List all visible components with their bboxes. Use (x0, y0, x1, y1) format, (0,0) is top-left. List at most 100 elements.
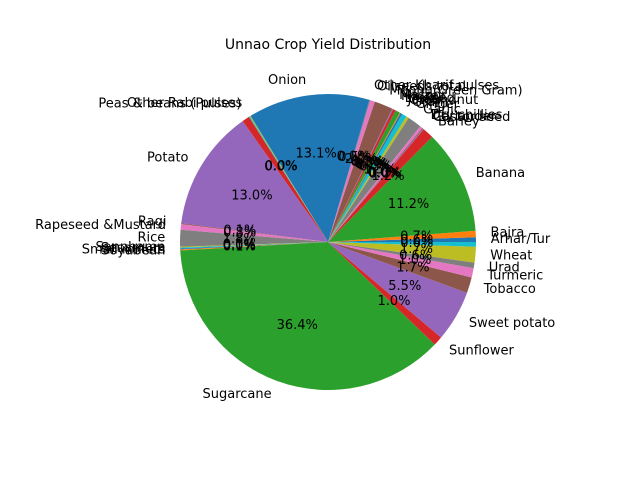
percent-label-rapeseed-mustard-24: 0.8% (223, 225, 256, 240)
category-label-rice: Rice (137, 230, 165, 245)
slice-sunflower-31 (328, 242, 442, 345)
percent-label-garlic-7: 1.5% (363, 162, 396, 177)
category-label-peas-beans-pulses: Peas & beans (Pulses) (98, 97, 241, 112)
percent-label-moong-green-gram-15: 2.0% (345, 152, 378, 167)
category-label-linseed: Linseed (405, 91, 455, 106)
slice-groundnut-10 (328, 113, 403, 242)
slice-gram-9 (328, 113, 407, 242)
slice-garlic-7 (328, 117, 421, 242)
percent-label-groundnut-10: 0.2% (356, 157, 389, 172)
slice-ragi-23 (181, 223, 328, 242)
category-label-banana: Banana (476, 166, 525, 181)
percent-label-sunflower-31: 1.0% (377, 294, 410, 309)
category-label-onion: Onion (268, 73, 306, 88)
percent-label-ragi-23: 0.1% (223, 223, 256, 238)
category-label-moong-green-gram: Moong(Green Gram) (389, 84, 522, 99)
slice-peas-beans-pulses-20 (248, 116, 328, 242)
category-label-garlic: Garlic (423, 102, 461, 117)
category-label-ragi: Ragi (138, 214, 167, 229)
slice-urad-35 (328, 242, 475, 269)
slice-rapeseed-mustard-24 (180, 224, 328, 242)
category-label-maize: Maize (401, 89, 439, 104)
slice-other-rabi-pulses-19 (249, 115, 328, 242)
slice-small-millets-28 (180, 242, 328, 250)
percent-label-wheat-36: 1.7% (400, 242, 433, 257)
slice-turmeric-34 (328, 242, 474, 278)
percent-label-sesamum-27: 0.0% (223, 238, 256, 253)
percent-label-ginger-8: 0.3% (359, 160, 392, 175)
slice-bajra-1 (328, 230, 476, 242)
category-label-soyabean: Soyabean (101, 243, 165, 258)
percent-label-sannhamp-26: 0.1% (223, 238, 256, 253)
percent-label-sugarcane-30: 36.4% (277, 318, 318, 333)
category-label-small-millets: Small millets (82, 242, 166, 257)
category-label-coriander: Coriander (432, 109, 496, 124)
category-label-bajra: Bajra (491, 226, 525, 241)
percent-label-arhar-tur-0: 0.6% (400, 233, 433, 248)
percent-label-onion-18: 13.1% (295, 146, 336, 161)
category-label-sugarcane: Sugarcane (202, 387, 271, 402)
category-label-gram: Gram (412, 95, 448, 110)
category-label-urad: Urad (489, 260, 520, 275)
category-label-castor-seed: Castor seed (433, 110, 510, 125)
slice-maize-13 (328, 109, 396, 242)
category-label-other-rabi-pulses: Other Rabi pulses (127, 96, 243, 111)
slice-rice-25 (180, 229, 328, 247)
category-label-sesamum: Sesamum (101, 241, 166, 256)
chart-title: Unnao Crop Yield Distribution (225, 37, 431, 53)
slice-onion-18 (250, 93, 370, 242)
category-label-sannhamp: Sannhamp (95, 240, 165, 255)
category-label-tobacco: Tobacco (483, 282, 536, 297)
slice-jowar-11 (328, 112, 401, 242)
percent-label-soyabean-29: 0.1% (223, 239, 256, 254)
slice-wheat-36 (328, 242, 476, 263)
category-label-arhar-tur: Arhar/Tur (491, 232, 551, 247)
percent-label-tobacco-33: 1.7% (396, 260, 429, 275)
slice-sannhamp-26 (180, 242, 328, 248)
percent-label-rice-25: 1.8% (223, 232, 256, 247)
percent-label-oilseeds-total-16: 0.5% (338, 150, 371, 165)
category-label-groundnut: Groundnut (409, 93, 478, 108)
percent-label-jowar-11: 0.1% (355, 157, 388, 172)
percent-label-unnamed-37: 0.6% (400, 236, 433, 251)
category-label-ginger: Ginger (415, 97, 459, 112)
percent-label-castor-seed-4: 0.0% (369, 167, 402, 182)
slice-masoor-14 (328, 108, 394, 242)
slice-tobacco-33 (328, 242, 472, 293)
category-label-sweet-potato: Sweet potato (469, 316, 555, 331)
category-label-oilseeds-total: Oilseeds total (377, 79, 466, 94)
pie-slices (180, 93, 476, 390)
slice-linseed-12 (328, 110, 400, 242)
slice-sweet-potato-32 (328, 242, 468, 338)
slice-unnamed-21 (242, 116, 328, 242)
percent-label-banana-2: 11.2% (388, 197, 429, 212)
percent-label-other-kharif-pulses-17: 0.0% (337, 149, 370, 164)
category-label-sunflower: Sunflower (449, 343, 515, 358)
slice-potato-22 (181, 121, 328, 242)
percent-labels: 0.6%0.7%11.2%1.2%0.0%0.0%0.0%1.5%0.3%0.5… (223, 146, 434, 332)
slice-unnamed-37 (328, 242, 476, 247)
slice-ginger-8 (328, 116, 409, 242)
percent-label-gram-9: 0.5% (357, 158, 390, 173)
category-label-barley: Barley (438, 115, 480, 130)
category-label-rapeseed-mustard: Rapeseed &Mustard (35, 218, 166, 233)
percent-label-barley-3: 1.2% (372, 169, 405, 184)
percent-label-masoor-14: 0.1% (350, 155, 383, 170)
slice-other-kharif-pulses-17 (328, 99, 371, 242)
slice-sugarcane-30 (180, 242, 435, 390)
slice-moong-green-gram-15 (328, 101, 393, 242)
slice-sesamum-27 (180, 242, 328, 249)
slice-barley-3 (328, 129, 433, 242)
slice-banana-2 (328, 136, 476, 242)
slice-dry-chillies-6 (328, 126, 423, 242)
slice-castor-seed-4 (328, 128, 424, 242)
percent-label-maize-13: 0.3% (351, 155, 384, 170)
category-label-wheat: Wheat (490, 248, 532, 263)
slice-oilseeds-total-16 (328, 100, 375, 242)
category-label-dry-chillies: Dry chillies (431, 108, 503, 123)
category-label-potato: Potato (147, 151, 188, 166)
percent-label-urad-35: 0.6% (399, 249, 432, 264)
